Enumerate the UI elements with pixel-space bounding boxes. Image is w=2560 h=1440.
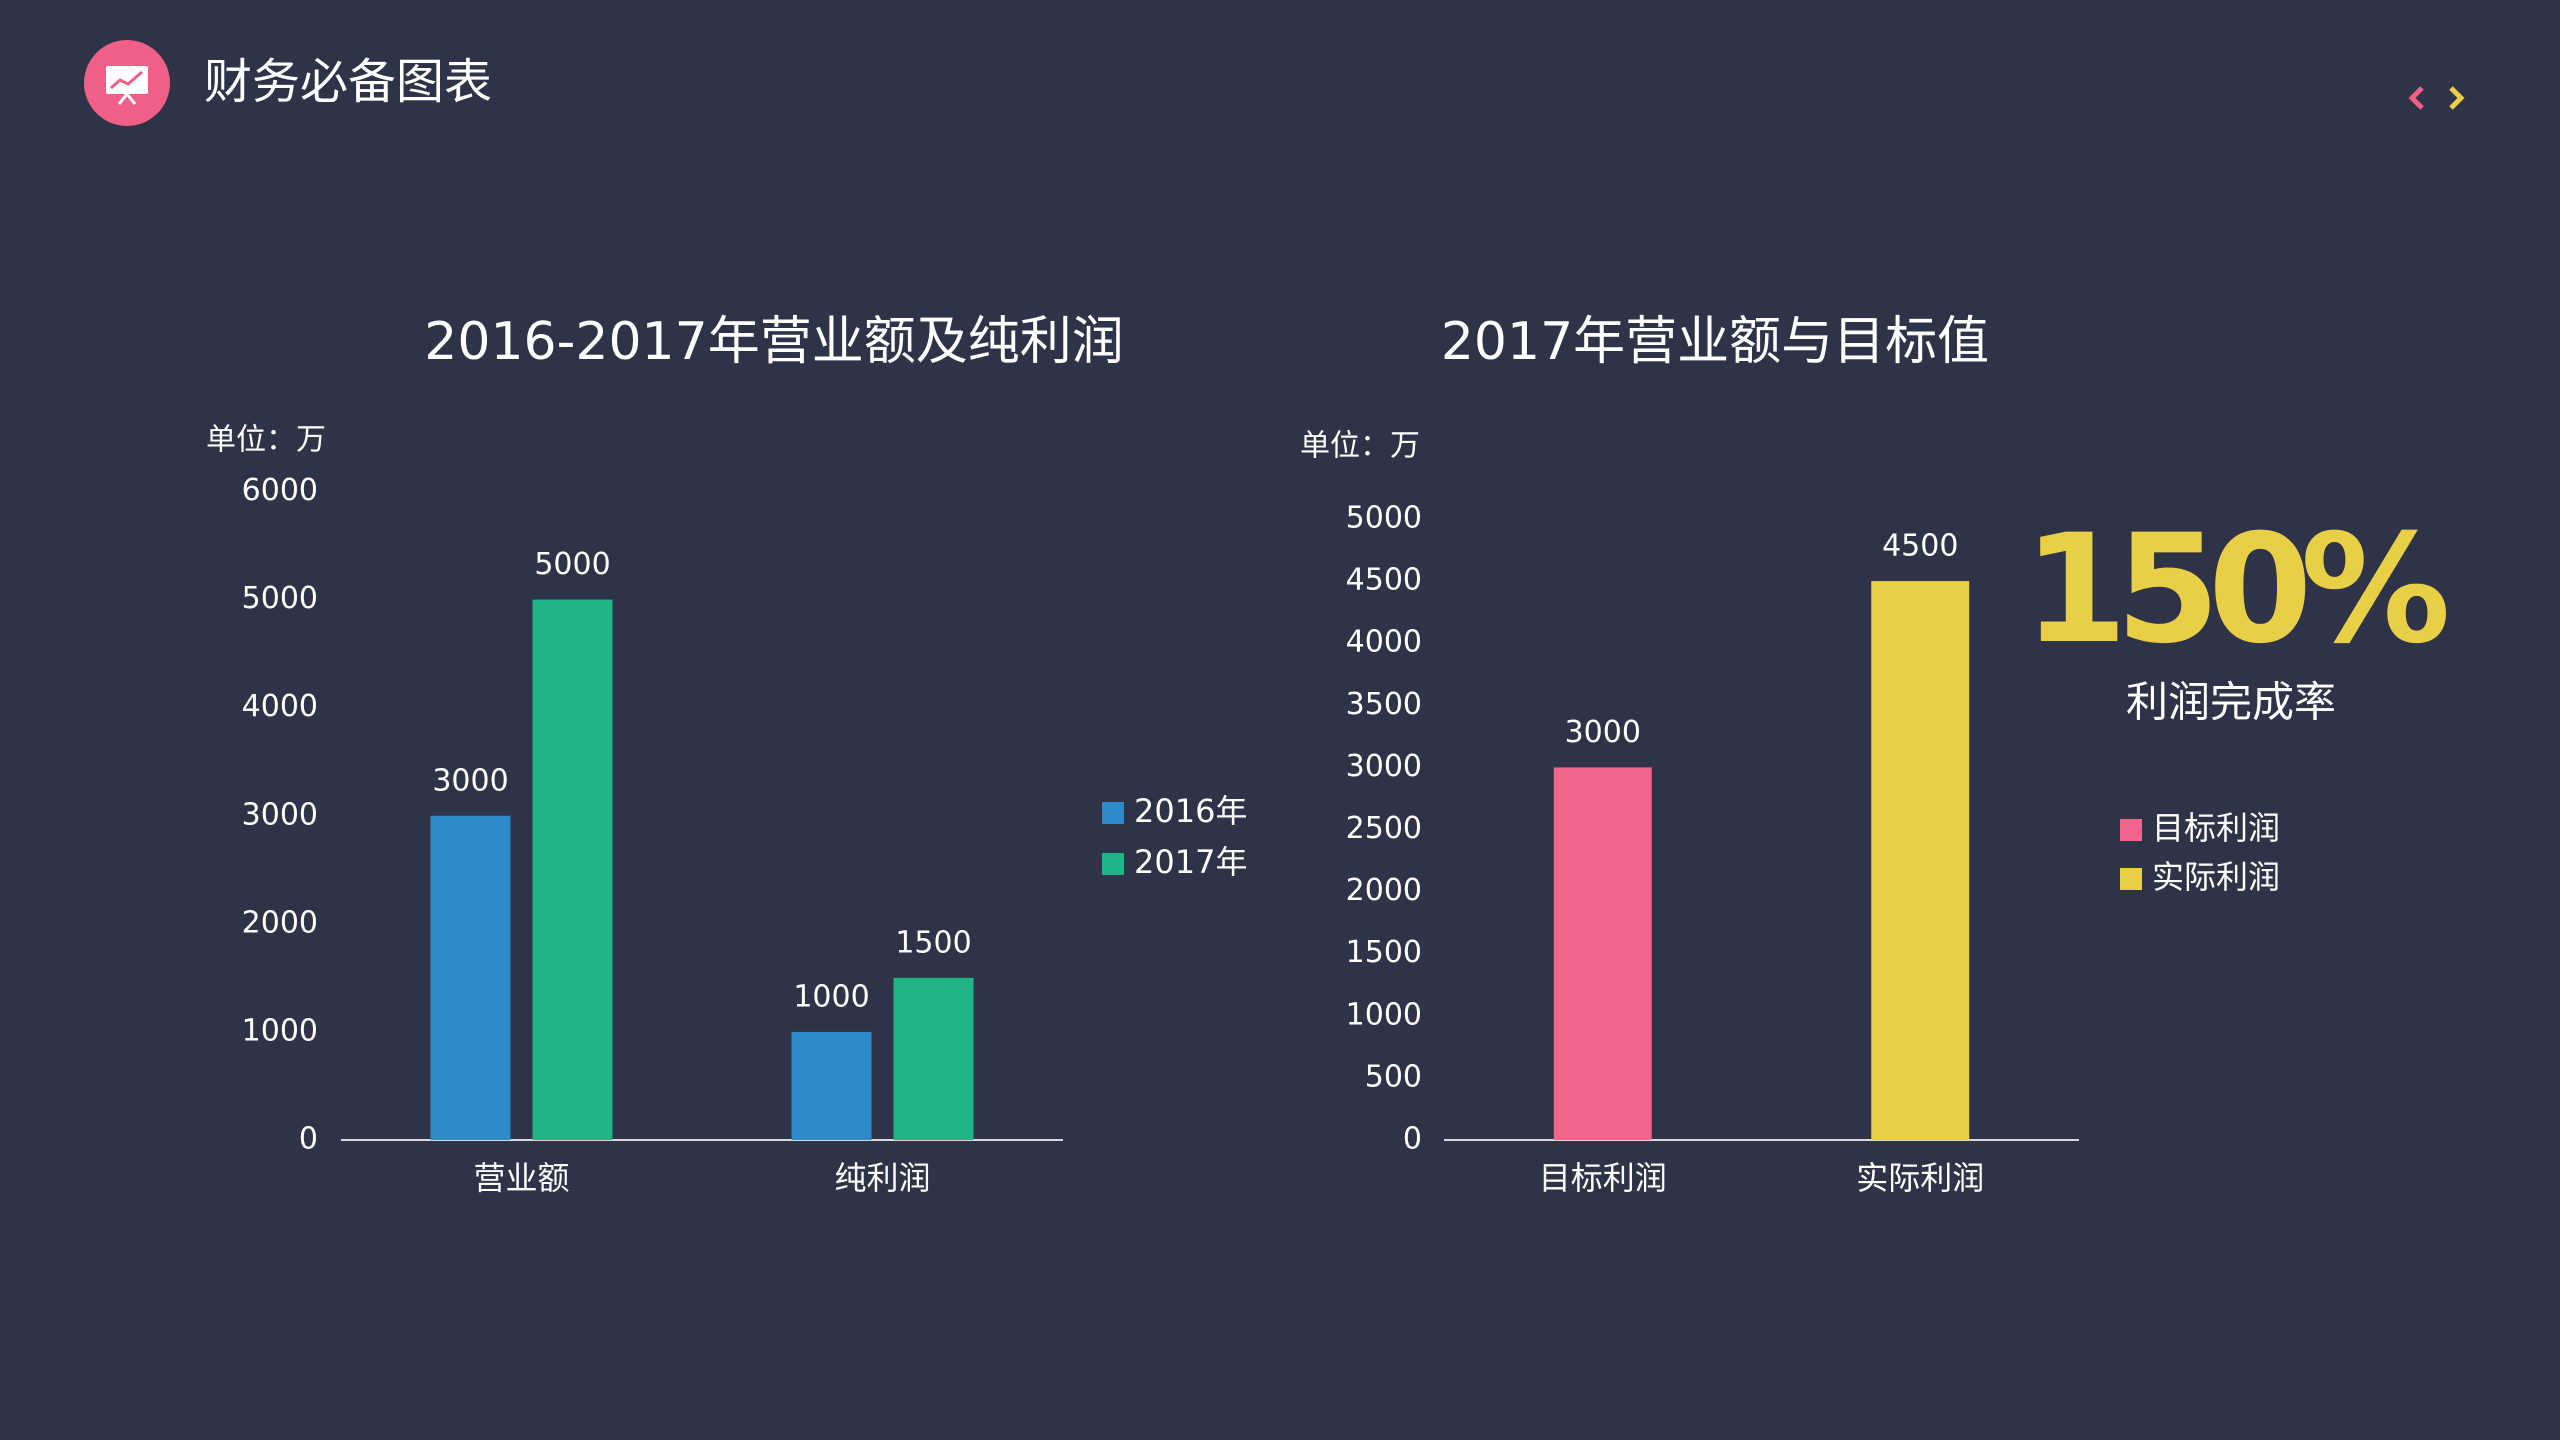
y-tick-label: 3000: [1346, 749, 1422, 784]
value-label: 3000: [432, 763, 508, 798]
next-arrow[interactable]: [2449, 86, 2465, 110]
bar: [791, 1031, 872, 1140]
y-tick-label: 1500: [1346, 935, 1422, 970]
bar: [430, 815, 511, 1140]
y-tick-label: 0: [1403, 1122, 1422, 1157]
value-label: 5000: [534, 547, 610, 582]
legend-swatch: [1102, 853, 1124, 875]
legend-swatch: [1102, 802, 1124, 824]
y-axis-label: 单位：万: [206, 423, 326, 458]
x-tick-label: 实际利润: [1856, 1159, 1984, 1197]
value-label: 4500: [1882, 529, 1958, 564]
value-label: 1500: [895, 925, 971, 960]
legend-swatch: [2120, 868, 2142, 890]
y-tick-label: 4000: [1346, 625, 1422, 660]
y-tick-label: 4500: [1346, 563, 1422, 598]
y-tick-label: 2000: [1346, 873, 1422, 908]
y-tick-label: 1000: [242, 1013, 318, 1048]
y-tick-label: 3000: [242, 797, 318, 832]
y-tick-label: 5000: [1346, 501, 1422, 536]
y-tick-label: 2000: [242, 905, 318, 940]
legend-label: 实际利润: [2152, 858, 2280, 896]
y-tick-label: 500: [1365, 1059, 1422, 1094]
chart-title: 2017年营业额与目标值: [1441, 312, 1989, 372]
y-tick-label: 1000: [1346, 997, 1422, 1032]
x-tick-label: 目标利润: [1539, 1159, 1667, 1197]
chart-title: 2016-2017年营业额及纯利润: [424, 312, 1123, 372]
logo-icon: [84, 40, 170, 126]
x-tick-label: 营业额: [473, 1159, 569, 1197]
value-label: 3000: [1565, 715, 1641, 750]
y-tick-label: 0: [299, 1122, 318, 1157]
legend-label: 目标利润: [2152, 809, 2280, 847]
annotation: 利润完成率: [2126, 678, 2336, 727]
y-tick-label: 3500: [1346, 687, 1422, 722]
bar: [893, 977, 974, 1140]
y-tick-label: 4000: [242, 689, 318, 724]
x-tick-label: 纯利润: [834, 1159, 930, 1197]
annotation: 150%: [2023, 503, 2446, 677]
value-label: 1000: [793, 979, 869, 1014]
y-tick-label: 2500: [1346, 811, 1422, 846]
y-axis-label: 单位：万: [1300, 429, 1420, 464]
bar: [1553, 767, 1652, 1140]
bar: [1871, 581, 1970, 1140]
bar: [532, 599, 613, 1140]
legend-label: 2017年: [1134, 843, 1247, 881]
legend-swatch: [2120, 819, 2142, 841]
prev-arrow[interactable]: [2408, 86, 2424, 110]
page-title: 财务必备图表: [204, 54, 492, 110]
y-tick-label: 6000: [242, 473, 318, 508]
y-tick-label: 5000: [242, 581, 318, 616]
legend-label: 2016年: [1134, 792, 1247, 830]
